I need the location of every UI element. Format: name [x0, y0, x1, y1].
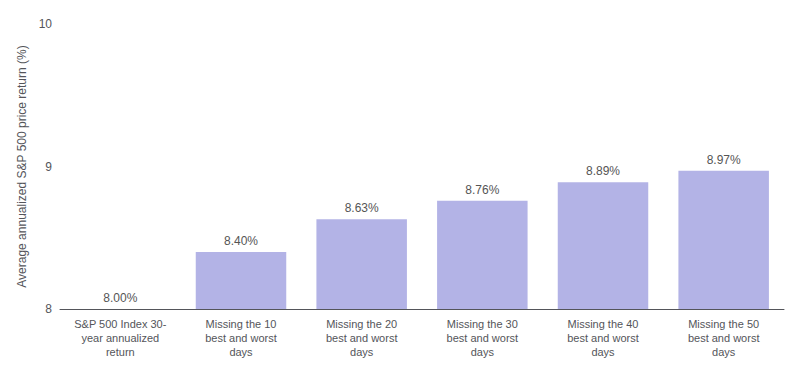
svg-text:8.76%: 8.76% [465, 183, 499, 197]
svg-text:days: days [471, 346, 495, 358]
svg-text:8.40%: 8.40% [224, 234, 258, 248]
svg-text:Average annualized S&P 500 pri: Average annualized S&P 500 price return … [15, 45, 29, 287]
svg-text:Missing the 10: Missing the 10 [206, 318, 277, 330]
svg-text:Missing the 50: Missing the 50 [688, 318, 759, 330]
svg-text:best and worst: best and worst [688, 332, 760, 344]
svg-text:8: 8 [45, 302, 52, 316]
svg-text:year annualized: year annualized [81, 332, 159, 344]
svg-text:8.00%: 8.00% [103, 291, 137, 305]
svg-text:best and worst: best and worst [567, 332, 639, 344]
svg-text:8.63%: 8.63% [345, 201, 379, 215]
svg-text:Missing the 30: Missing the 30 [447, 318, 518, 330]
svg-text:Missing the 40: Missing the 40 [568, 318, 639, 330]
svg-text:days: days [591, 346, 615, 358]
svg-text:9: 9 [45, 160, 52, 174]
svg-text:best and worst: best and worst [326, 332, 398, 344]
svg-text:S&P 500 Index 30-: S&P 500 Index 30- [74, 318, 166, 330]
svg-text:best and worst: best and worst [205, 332, 277, 344]
svg-text:days: days [350, 346, 374, 358]
svg-text:return: return [106, 346, 135, 358]
svg-text:best and worst: best and worst [447, 332, 519, 344]
svg-text:8.97%: 8.97% [707, 153, 741, 167]
svg-text:10: 10 [39, 17, 53, 31]
svg-text:Missing the 20: Missing the 20 [326, 318, 397, 330]
svg-text:8.89%: 8.89% [586, 164, 620, 178]
svg-text:days: days [229, 346, 253, 358]
svg-text:days: days [712, 346, 736, 358]
